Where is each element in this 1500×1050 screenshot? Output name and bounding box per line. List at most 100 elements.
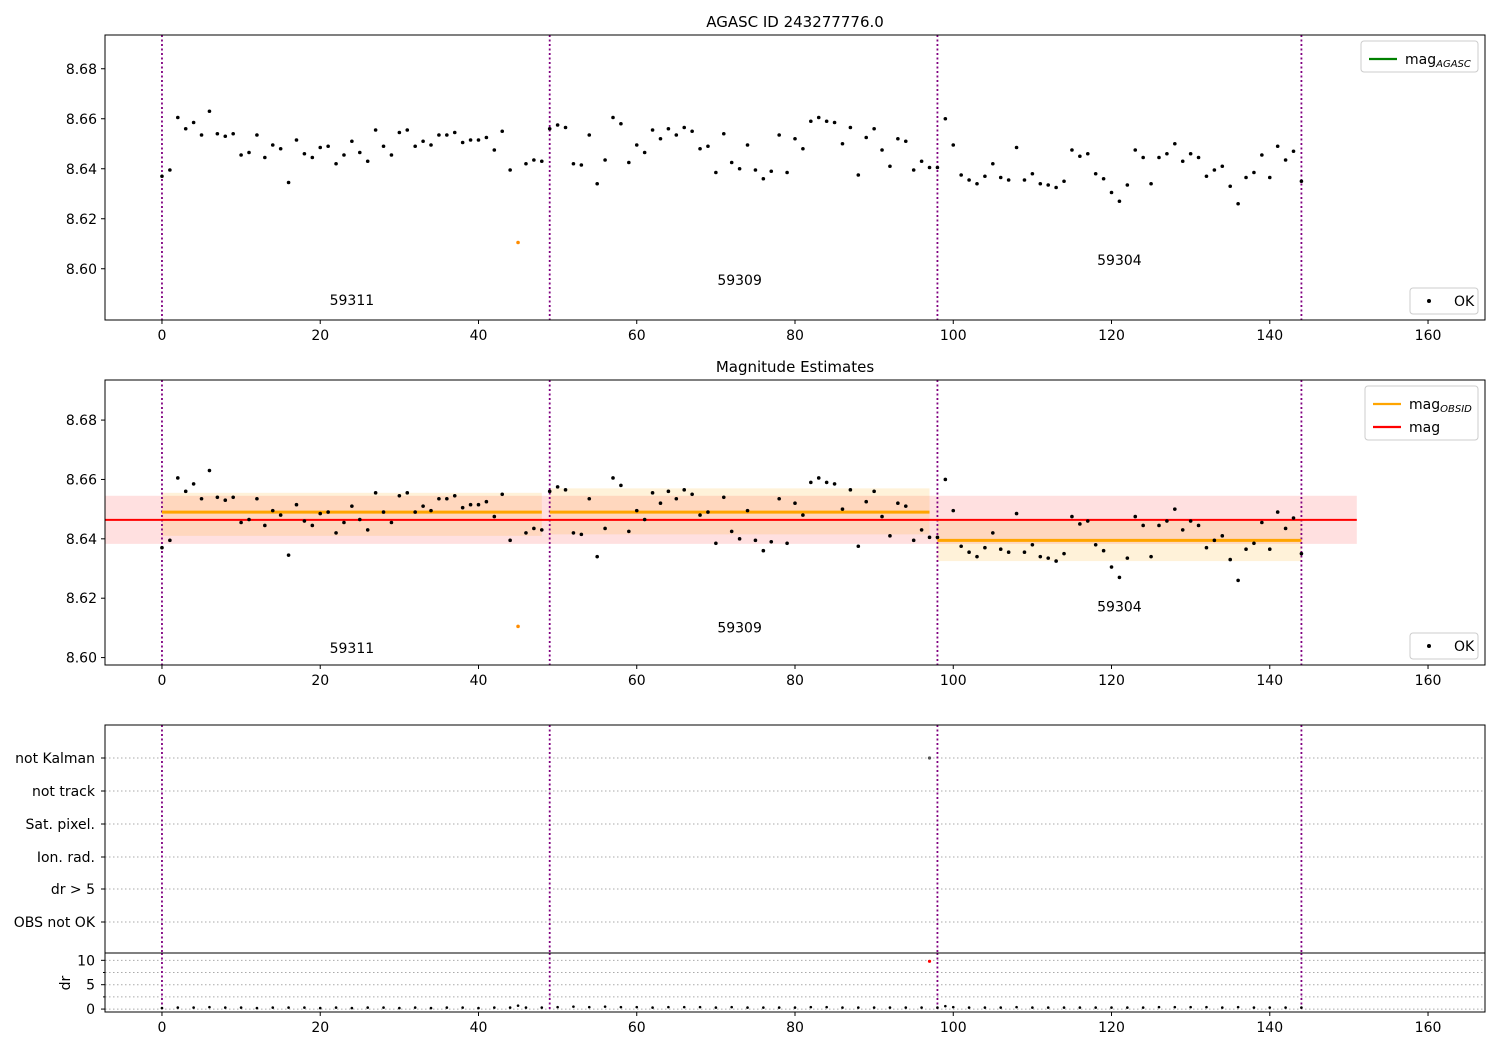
ok-point — [1267, 175, 1272, 180]
x-tick-label: 40 — [470, 1020, 488, 1036]
ok-point — [247, 150, 251, 155]
ok-point — [919, 528, 924, 532]
ok-point — [1299, 551, 1304, 556]
ok-point — [342, 153, 346, 157]
ok-point — [880, 148, 884, 152]
legend-label: OK — [1454, 294, 1475, 310]
ok-point — [563, 488, 568, 492]
ok-point — [1014, 145, 1019, 150]
ok-point — [682, 125, 687, 130]
ok-point — [959, 544, 963, 549]
ok-point — [587, 496, 592, 501]
ok-point — [785, 170, 789, 175]
ok-point — [998, 175, 1003, 180]
dr-point — [192, 1006, 195, 1009]
ok-point — [1133, 148, 1138, 152]
ok-point — [634, 508, 639, 513]
ok-point — [1101, 176, 1106, 181]
ok-point — [856, 544, 861, 549]
dr-point — [493, 1006, 496, 1009]
dr-point — [429, 1006, 433, 1010]
ok-point — [429, 143, 433, 147]
legend-label: OK — [1454, 639, 1475, 655]
ok-point — [1180, 159, 1185, 164]
ok-point — [619, 121, 623, 126]
flagged-point — [516, 240, 520, 245]
ok-point — [627, 529, 631, 534]
ok-point — [350, 504, 354, 508]
ok-point — [896, 501, 900, 506]
ok-point — [777, 133, 781, 137]
ok-point — [1228, 184, 1233, 189]
ok-point — [706, 144, 710, 149]
dr-point — [1062, 1006, 1066, 1009]
y-tick-label: 0 — [86, 1002, 95, 1018]
ok-point — [168, 168, 172, 172]
ok-point — [753, 538, 758, 543]
ok-point — [579, 163, 584, 167]
ok-point — [769, 539, 774, 544]
ok-point — [381, 510, 386, 514]
x-tick-label: 160 — [1415, 1020, 1442, 1036]
ok-point — [761, 548, 766, 553]
ok-point — [223, 498, 228, 503]
dr-point — [572, 1005, 575, 1008]
ok-point — [508, 168, 512, 172]
ok-point — [310, 523, 315, 528]
ok-point — [840, 141, 845, 146]
x-tick-label: 80 — [786, 328, 804, 344]
ok-point — [334, 531, 338, 535]
x-tick-label: 0 — [158, 673, 167, 689]
ok-point — [1062, 179, 1066, 184]
dr-point — [176, 1006, 180, 1009]
ok-point — [1291, 516, 1296, 520]
plot-frame — [104, 952, 1486, 1013]
dr-point — [1078, 1006, 1082, 1009]
ok-point — [373, 128, 378, 132]
ok-point — [263, 155, 267, 160]
ok-point — [1141, 523, 1145, 528]
legend-label-subscript: AGASC — [1435, 59, 1471, 70]
x-tick-label: 120 — [1098, 1020, 1125, 1036]
dr-flagged-point — [927, 959, 932, 963]
ok-point — [255, 496, 259, 501]
ok-point — [943, 116, 948, 121]
legend-dot-swatch — [1427, 299, 1431, 303]
ok-point — [611, 476, 615, 480]
dr-point — [762, 1006, 765, 1009]
ok-point — [1252, 170, 1256, 175]
ok-point — [389, 520, 394, 525]
ok-point — [1220, 534, 1225, 538]
ok-point — [864, 135, 869, 140]
dr-point — [951, 1005, 955, 1009]
ok-point — [603, 158, 607, 162]
ok-point — [650, 128, 655, 132]
ok-point — [1078, 154, 1082, 159]
ok-point — [1165, 519, 1169, 523]
ok-point — [421, 139, 425, 144]
x-tick-label: 120 — [1098, 328, 1125, 344]
ok-point — [1157, 523, 1161, 528]
ok-point — [484, 499, 489, 504]
x-tick-label: 80 — [786, 1020, 804, 1036]
ok-point — [1212, 168, 1217, 172]
ok-point — [998, 547, 1003, 552]
ok-point — [959, 173, 963, 177]
ok-point — [745, 143, 750, 147]
dr-point — [508, 1006, 512, 1009]
ok-point — [690, 129, 694, 134]
ok-point — [919, 159, 924, 164]
ok-point — [1093, 542, 1098, 547]
dr-point — [635, 1005, 639, 1009]
ok-point — [239, 520, 243, 525]
x-tick-label: 140 — [1256, 328, 1283, 344]
plot-frame — [104, 724, 1486, 954]
ok-point — [175, 476, 180, 480]
ok-point — [983, 174, 987, 179]
ok-point — [1117, 575, 1122, 580]
ok-point — [642, 517, 647, 522]
ok-point — [579, 532, 584, 537]
x-tick-label: 20 — [311, 1020, 329, 1036]
dr-point — [1220, 1006, 1224, 1009]
dr-point — [1031, 1006, 1034, 1009]
